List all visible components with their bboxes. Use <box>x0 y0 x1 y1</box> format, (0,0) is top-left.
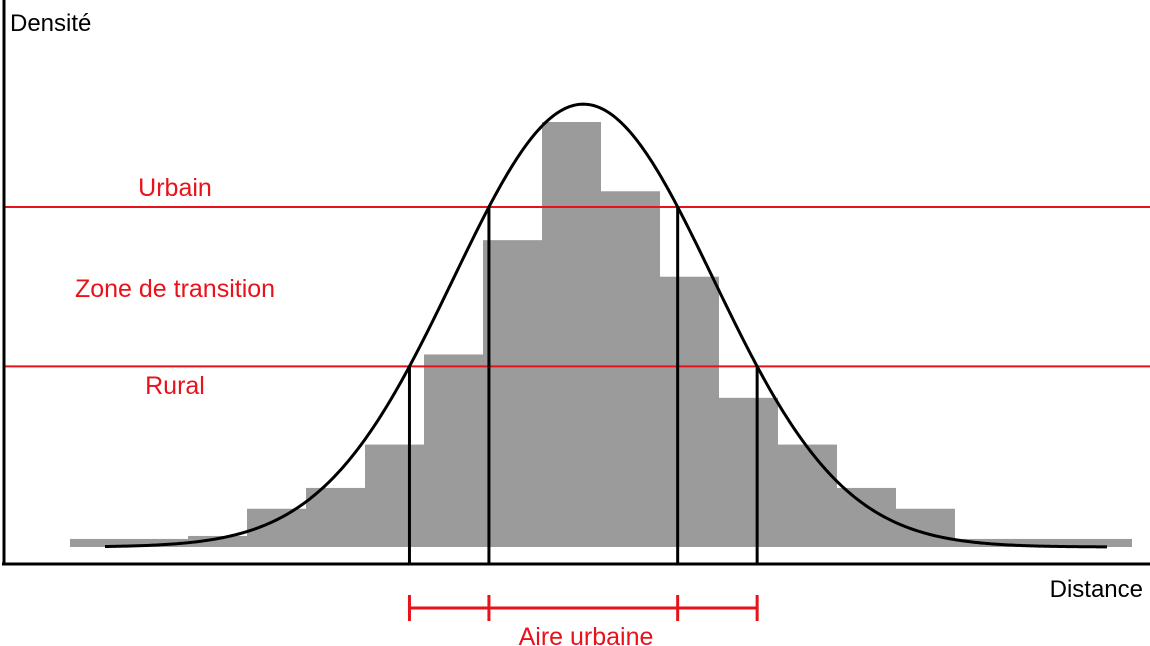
histogram-bars <box>70 122 1132 547</box>
histogram-bar <box>483 240 542 547</box>
histogram-bar <box>719 397 778 547</box>
histogram-bar <box>601 191 660 547</box>
threshold-lines <box>4 206 1150 368</box>
curve-layer <box>104 102 1108 549</box>
aire-urbaine-marker <box>407 595 759 621</box>
histogram-bar <box>1014 538 1073 547</box>
histogram-bar <box>70 538 129 547</box>
histogram-bar <box>129 538 188 547</box>
y-axis-label: Densité <box>10 10 91 37</box>
aire-urbaine-label: Aire urbaine <box>519 623 654 646</box>
histogram-bar <box>365 444 424 547</box>
histogram-bar <box>306 487 365 547</box>
urbain-label: Urbain <box>138 174 212 202</box>
transition-label: Zone de transition <box>75 275 275 303</box>
density-curve <box>104 102 1108 549</box>
histogram-bar <box>542 122 601 547</box>
histogram-bar <box>778 444 837 547</box>
histogram-bar <box>660 276 719 547</box>
histogram-bar <box>424 354 483 547</box>
rural-label: Rural <box>145 372 205 400</box>
x-axis-label: Distance <box>1050 576 1143 603</box>
boundary-lines <box>407 207 759 564</box>
histogram-bar <box>188 535 247 547</box>
histogram-bar <box>1073 538 1132 547</box>
